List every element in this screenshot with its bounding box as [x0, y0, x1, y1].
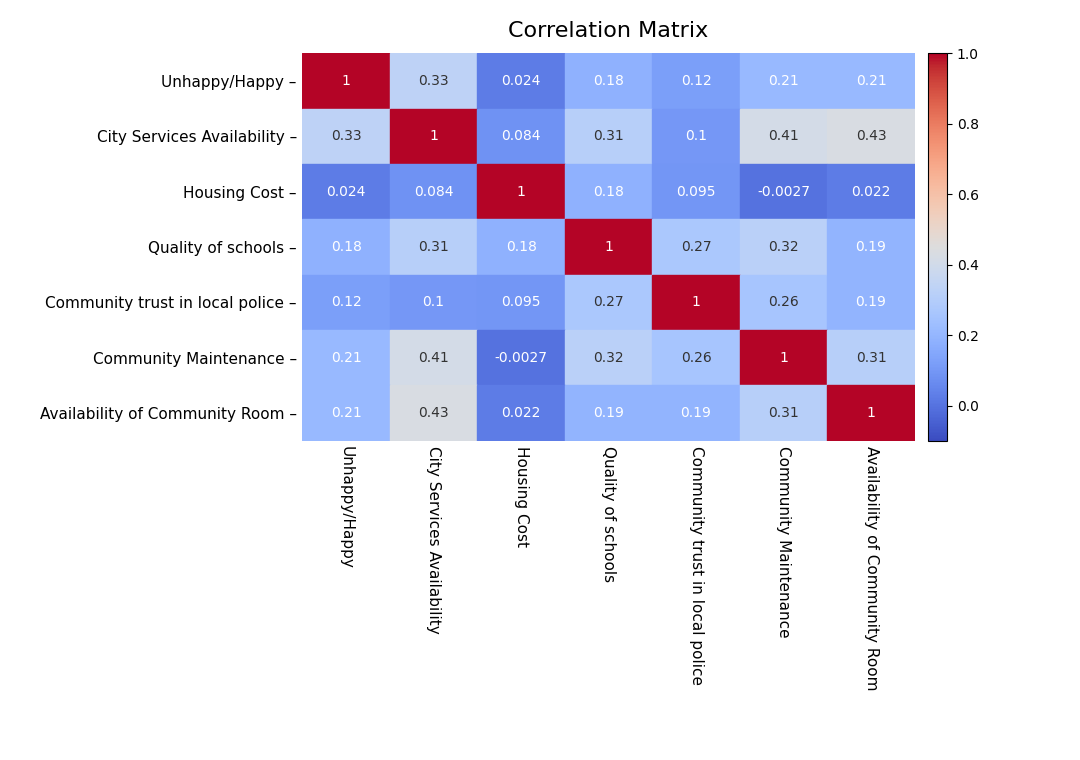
- Bar: [740, 164, 827, 220]
- Text: -0.0027: -0.0027: [495, 351, 548, 365]
- Bar: [390, 330, 477, 385]
- Text: -0.0027: -0.0027: [757, 185, 810, 198]
- Bar: [477, 220, 565, 274]
- Text: 0.43: 0.43: [855, 129, 887, 143]
- Bar: [390, 385, 477, 441]
- Text: 0.27: 0.27: [593, 296, 624, 309]
- Bar: [827, 330, 915, 385]
- Bar: [565, 220, 652, 274]
- Text: 0.31: 0.31: [855, 351, 887, 365]
- Bar: [740, 274, 827, 330]
- Text: 0.12: 0.12: [680, 74, 712, 88]
- Text: 0.21: 0.21: [768, 74, 799, 88]
- Text: 0.41: 0.41: [418, 351, 449, 365]
- Text: 0.21: 0.21: [330, 406, 362, 420]
- Bar: [652, 53, 740, 109]
- Text: 0.21: 0.21: [330, 351, 362, 365]
- Bar: [652, 164, 740, 220]
- Text: 0.31: 0.31: [593, 129, 624, 143]
- Text: 0.022: 0.022: [851, 185, 891, 198]
- Text: 0.18: 0.18: [593, 74, 624, 88]
- Bar: [827, 53, 915, 109]
- Title: Correlation Matrix: Correlation Matrix: [509, 21, 708, 40]
- Text: 0.26: 0.26: [680, 351, 712, 365]
- Text: 1: 1: [516, 185, 526, 198]
- Text: 0.19: 0.19: [593, 406, 624, 420]
- Bar: [390, 109, 477, 164]
- Bar: [740, 53, 827, 109]
- Bar: [390, 220, 477, 274]
- Text: 0.27: 0.27: [680, 240, 712, 254]
- Bar: [827, 109, 915, 164]
- Bar: [652, 330, 740, 385]
- Text: 0.33: 0.33: [418, 74, 449, 88]
- Bar: [652, 220, 740, 274]
- Text: 0.19: 0.19: [680, 406, 712, 420]
- Bar: [652, 385, 740, 441]
- Bar: [390, 164, 477, 220]
- Bar: [827, 385, 915, 441]
- Text: 0.12: 0.12: [330, 296, 362, 309]
- Text: 0.084: 0.084: [414, 185, 454, 198]
- Bar: [740, 220, 827, 274]
- Text: 0.31: 0.31: [418, 240, 449, 254]
- Bar: [302, 109, 390, 164]
- Bar: [565, 109, 652, 164]
- Bar: [652, 274, 740, 330]
- Bar: [302, 385, 390, 441]
- Bar: [477, 109, 565, 164]
- Bar: [477, 53, 565, 109]
- Bar: [565, 385, 652, 441]
- Bar: [302, 164, 390, 220]
- Text: 0.26: 0.26: [768, 296, 799, 309]
- Text: 0.024: 0.024: [501, 74, 541, 88]
- Text: 0.18: 0.18: [330, 240, 362, 254]
- Text: 0.19: 0.19: [855, 240, 887, 254]
- Bar: [390, 274, 477, 330]
- Text: 0.32: 0.32: [593, 351, 624, 365]
- Bar: [827, 220, 915, 274]
- Bar: [477, 164, 565, 220]
- Text: 0.32: 0.32: [768, 240, 799, 254]
- Bar: [740, 330, 827, 385]
- Text: 0.41: 0.41: [768, 129, 799, 143]
- Bar: [565, 274, 652, 330]
- Text: 1: 1: [779, 351, 788, 365]
- Text: 1: 1: [866, 406, 876, 420]
- Bar: [565, 53, 652, 109]
- Text: 0.31: 0.31: [768, 406, 799, 420]
- Text: 0.095: 0.095: [501, 296, 541, 309]
- Text: 0.33: 0.33: [330, 129, 362, 143]
- Text: 0.43: 0.43: [418, 406, 449, 420]
- Text: 1: 1: [604, 240, 613, 254]
- Bar: [302, 220, 390, 274]
- Bar: [477, 274, 565, 330]
- Text: 0.095: 0.095: [676, 185, 716, 198]
- Text: 0.1: 0.1: [685, 129, 707, 143]
- Bar: [390, 53, 477, 109]
- Bar: [565, 164, 652, 220]
- Text: 0.19: 0.19: [855, 296, 887, 309]
- Text: 0.024: 0.024: [326, 185, 366, 198]
- Bar: [477, 385, 565, 441]
- Bar: [827, 164, 915, 220]
- Bar: [302, 330, 390, 385]
- Text: 0.18: 0.18: [505, 240, 537, 254]
- Text: 0.022: 0.022: [501, 406, 541, 420]
- Bar: [302, 274, 390, 330]
- Text: 0.1: 0.1: [422, 296, 445, 309]
- Text: 1: 1: [691, 296, 701, 309]
- Text: 0.21: 0.21: [855, 74, 887, 88]
- Bar: [302, 53, 390, 109]
- Text: 1: 1: [341, 74, 351, 88]
- Text: 0.18: 0.18: [593, 185, 624, 198]
- Bar: [827, 274, 915, 330]
- Text: 0.084: 0.084: [501, 129, 541, 143]
- Bar: [740, 109, 827, 164]
- Text: 1: 1: [429, 129, 438, 143]
- Bar: [565, 330, 652, 385]
- Bar: [477, 330, 565, 385]
- Bar: [740, 385, 827, 441]
- Bar: [652, 109, 740, 164]
